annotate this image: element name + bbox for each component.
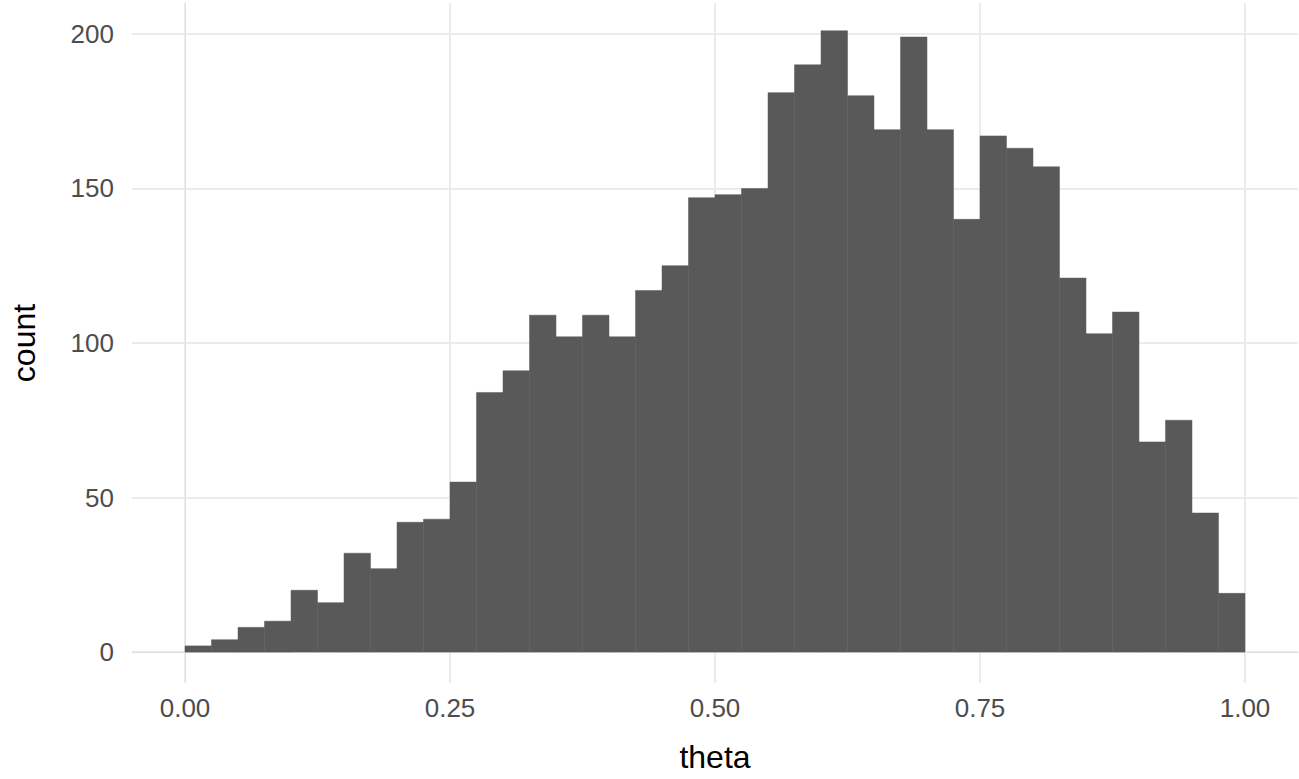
svg-text:200: 200 — [71, 19, 114, 49]
svg-text:count: count — [6, 304, 42, 382]
svg-text:100: 100 — [71, 328, 114, 358]
svg-text:0: 0 — [100, 637, 114, 667]
svg-text:50: 50 — [85, 483, 114, 513]
svg-text:1.00: 1.00 — [1220, 693, 1271, 723]
svg-text:0.50: 0.50 — [690, 693, 741, 723]
svg-text:theta: theta — [679, 739, 750, 775]
svg-text:0.75: 0.75 — [955, 693, 1006, 723]
svg-text:0.25: 0.25 — [425, 693, 476, 723]
svg-text:0.00: 0.00 — [160, 693, 211, 723]
svg-text:150: 150 — [71, 173, 114, 203]
